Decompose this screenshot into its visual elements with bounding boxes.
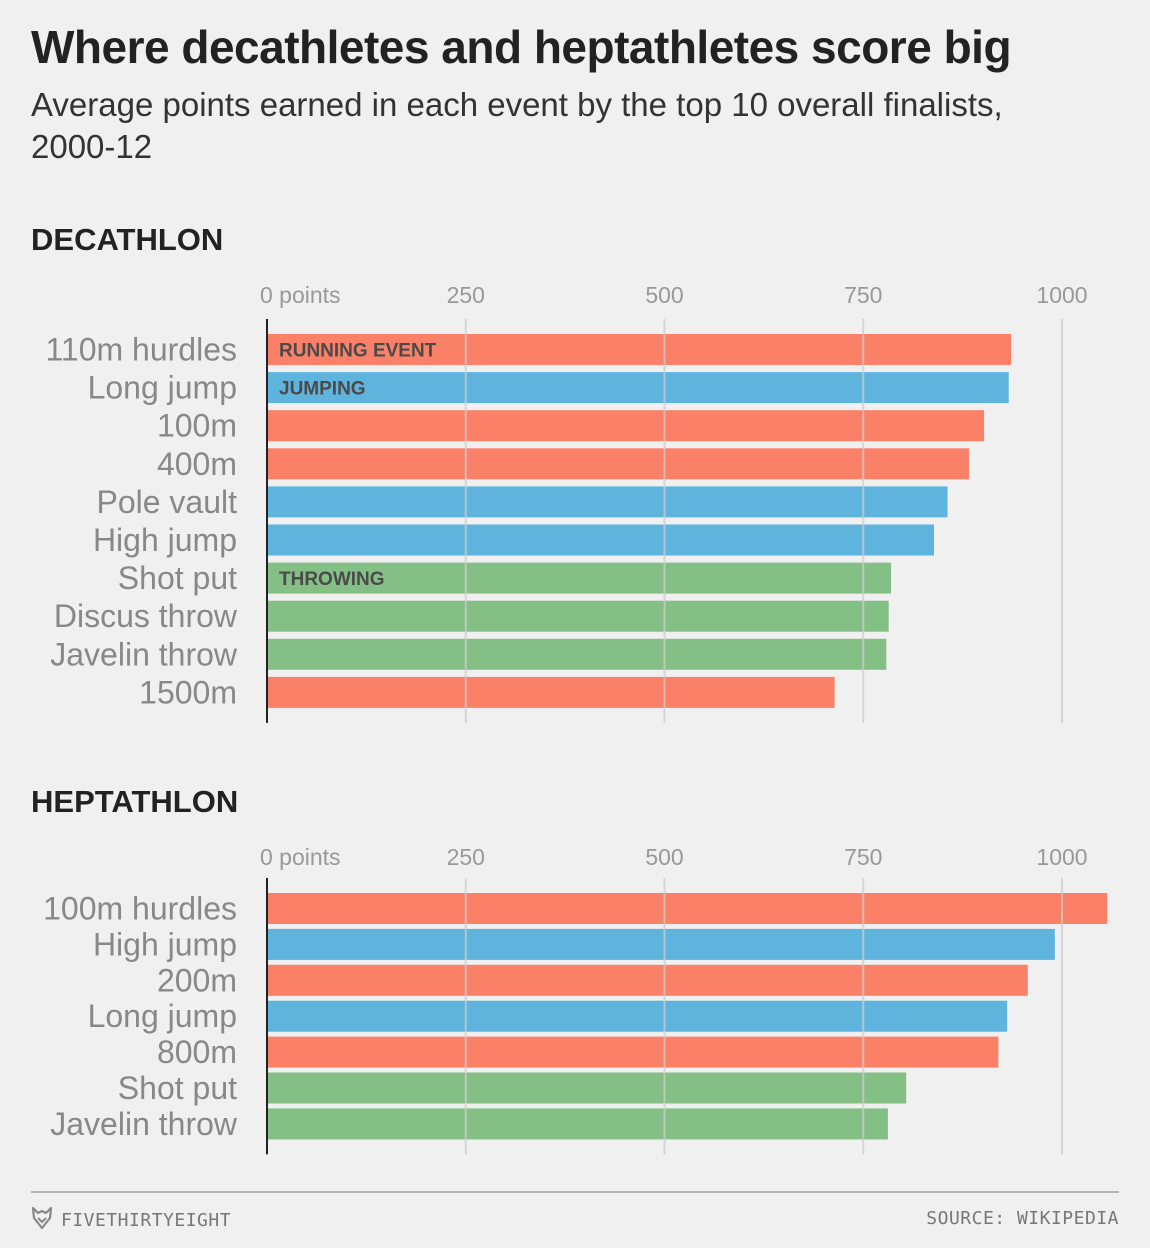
group-label-jumping: JUMPING: [279, 379, 366, 400]
category-label-100m-hurdles: 100m hurdles: [43, 891, 237, 927]
bar-javelin-throw: [267, 1108, 888, 1140]
tick-label-250: 250: [447, 844, 485, 870]
footer-logo[interactable]: FIVETHIRTYEIGHT: [31, 1206, 231, 1235]
group-label-running-event: RUNNING EVENT: [279, 341, 437, 362]
category-label-high-jump: High jump: [93, 926, 237, 962]
category-label-javelin-throw: Javelin throw: [50, 1106, 238, 1142]
category-label-discus-throw: Discus throw: [54, 598, 238, 634]
tick-label-1000: 1000: [1036, 844, 1087, 870]
source-note: SOURCE: WIKIPEDIA: [926, 1208, 1119, 1229]
category-label-800m: 800m: [157, 1034, 237, 1070]
category-label-long-jump: Long jump: [88, 998, 237, 1034]
category-label-shot-put: Shot put: [118, 560, 237, 596]
tick-label-1000: 1000: [1036, 282, 1087, 308]
bar-pole-vault: [267, 486, 948, 518]
category-label-javelin-throw: Javelin throw: [50, 636, 238, 672]
bar-shot-put: [267, 562, 892, 594]
tick-label-250: 250: [447, 282, 485, 308]
decathlon-chart: 0 points 250 500 750 1000 110m hurdles RUNNING…: [45, 282, 1088, 723]
brand-name: FIVETHIRTYEIGHT: [61, 1210, 232, 1231]
bar-shot-put: [267, 1072, 907, 1104]
category-label-long-jump: Long jump: [88, 370, 237, 406]
chart-subtitle: Average points earned in each event by t…: [31, 86, 1003, 165]
category-label-shot-put: Shot put: [118, 1070, 237, 1106]
category-label-200m: 200m: [157, 962, 237, 998]
category-label-1500m: 1500m: [139, 674, 237, 710]
tick-label-750: 750: [844, 844, 882, 870]
group-label-throwing: THROWING: [279, 569, 385, 590]
bar-100m: [267, 410, 985, 442]
tick-label-0-points: 0 points: [260, 844, 341, 870]
bar-high-jump: [267, 524, 935, 556]
bar-javelin-throw: [267, 638, 887, 670]
bar-long-jump: [267, 372, 1009, 404]
category-label-high-jump: High jump: [93, 522, 237, 558]
category-label-110m-hurdles: 110m hurdles: [45, 332, 237, 368]
decathlon-heading: DECATHLON: [31, 222, 224, 257]
tick-label-0-points: 0 points: [260, 282, 341, 308]
bar-100m-hurdles: [267, 893, 1108, 924]
tick-label-750: 750: [844, 282, 882, 308]
bar-400m: [267, 448, 969, 480]
bar-800m: [267, 1036, 999, 1068]
bar-110m-hurdles: [267, 334, 1012, 365]
footer-divider: [31, 1191, 1119, 1193]
heptathlon-heading: HEPTATHLON: [31, 784, 239, 819]
tick-label-500: 500: [645, 282, 683, 308]
chart-title: Where decathletes and heptathletes score…: [31, 21, 1012, 73]
category-label-pole-vault: Pole vault: [96, 484, 237, 520]
tick-label-500: 500: [645, 844, 683, 870]
bar-high-jump: [267, 928, 1055, 960]
bar-discus-throw: [267, 600, 889, 632]
bar-1500m: [267, 676, 835, 708]
category-label-100m: 100m: [157, 408, 237, 444]
bar-long-jump: [267, 1000, 1008, 1032]
fox-logo-icon: [31, 1206, 53, 1235]
bar-200m: [267, 964, 1028, 996]
category-label-400m: 400m: [157, 446, 237, 482]
